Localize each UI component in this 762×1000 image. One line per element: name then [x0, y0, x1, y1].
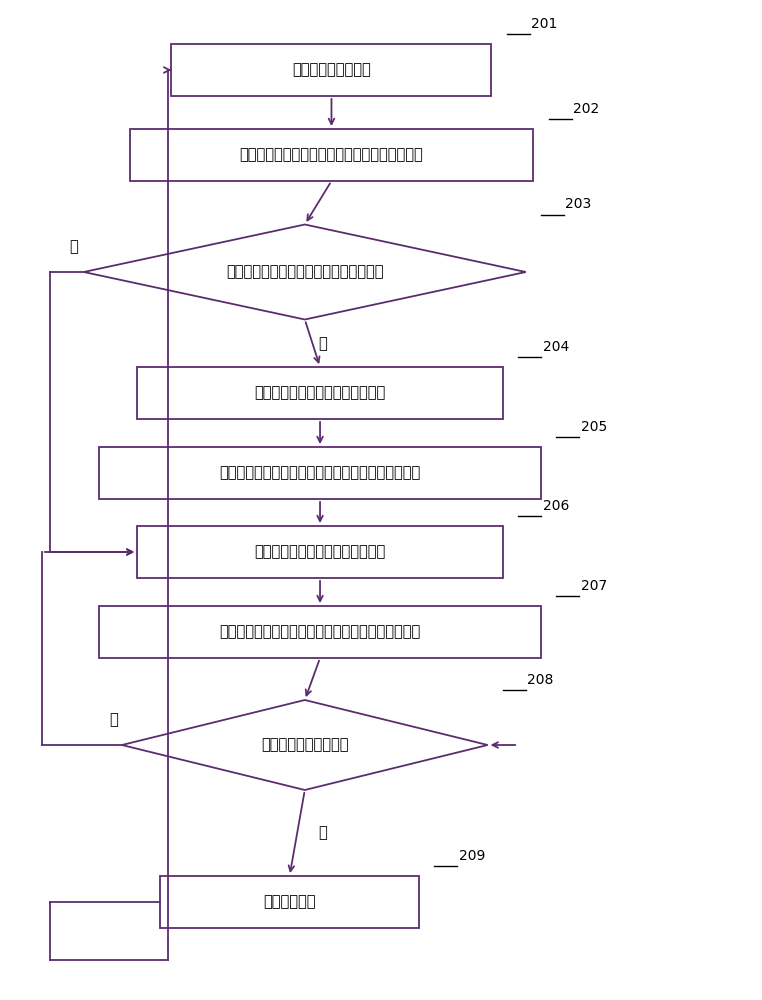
Text: 201: 201: [531, 17, 558, 31]
FancyBboxPatch shape: [137, 526, 503, 578]
Polygon shape: [122, 700, 488, 790]
FancyBboxPatch shape: [160, 876, 419, 928]
Text: 否: 否: [69, 239, 78, 254]
Text: 203: 203: [565, 198, 591, 212]
Text: 205: 205: [581, 420, 607, 434]
FancyBboxPatch shape: [171, 44, 491, 96]
Text: 将该平板电脑的当前亮度值逐渐调低至该第二亮度值: 将该平板电脑的当前亮度值逐渐调低至该第二亮度值: [219, 624, 421, 640]
Text: 206: 206: [543, 499, 569, 513]
FancyBboxPatch shape: [99, 606, 541, 658]
Text: 该聚焦位置是否落入平板电脑的显示区域: 该聚焦位置是否落入平板电脑的显示区域: [226, 264, 383, 279]
Text: 获取该第一标准对应的第一亮度值: 获取该第一标准对应的第一亮度值: [255, 385, 386, 400]
FancyBboxPatch shape: [137, 367, 503, 419]
Text: 是: 是: [319, 825, 327, 840]
Text: 207: 207: [581, 579, 607, 593]
Text: 204: 204: [543, 340, 568, 354]
Text: 202: 202: [573, 102, 599, 116]
FancyBboxPatch shape: [130, 129, 533, 181]
Text: 重置该定时器: 重置该定时器: [264, 894, 315, 910]
Text: 209: 209: [459, 849, 485, 863]
Text: 获取人眼的视线方向: 获取人眼的视线方向: [292, 62, 371, 78]
Text: 预设的定时器是否超时: 预设的定时器是否超时: [261, 738, 348, 752]
Text: 否: 否: [110, 712, 118, 727]
Text: 将该平板电脑的当前亮度值逐渐调高至该第一亮度值: 将该平板电脑的当前亮度值逐渐调高至该第一亮度值: [219, 466, 421, 481]
Polygon shape: [84, 225, 526, 320]
Text: 208: 208: [527, 673, 554, 687]
FancyBboxPatch shape: [99, 447, 541, 499]
Text: 根据该视线方向计算人眼在智能镜上的聚焦位置: 根据该视线方向计算人眼在智能镜上的聚焦位置: [239, 147, 424, 162]
Text: 是: 是: [319, 336, 327, 351]
Text: 获取该第二标准对应的第二亮度值: 获取该第二标准对应的第二亮度值: [255, 544, 386, 560]
